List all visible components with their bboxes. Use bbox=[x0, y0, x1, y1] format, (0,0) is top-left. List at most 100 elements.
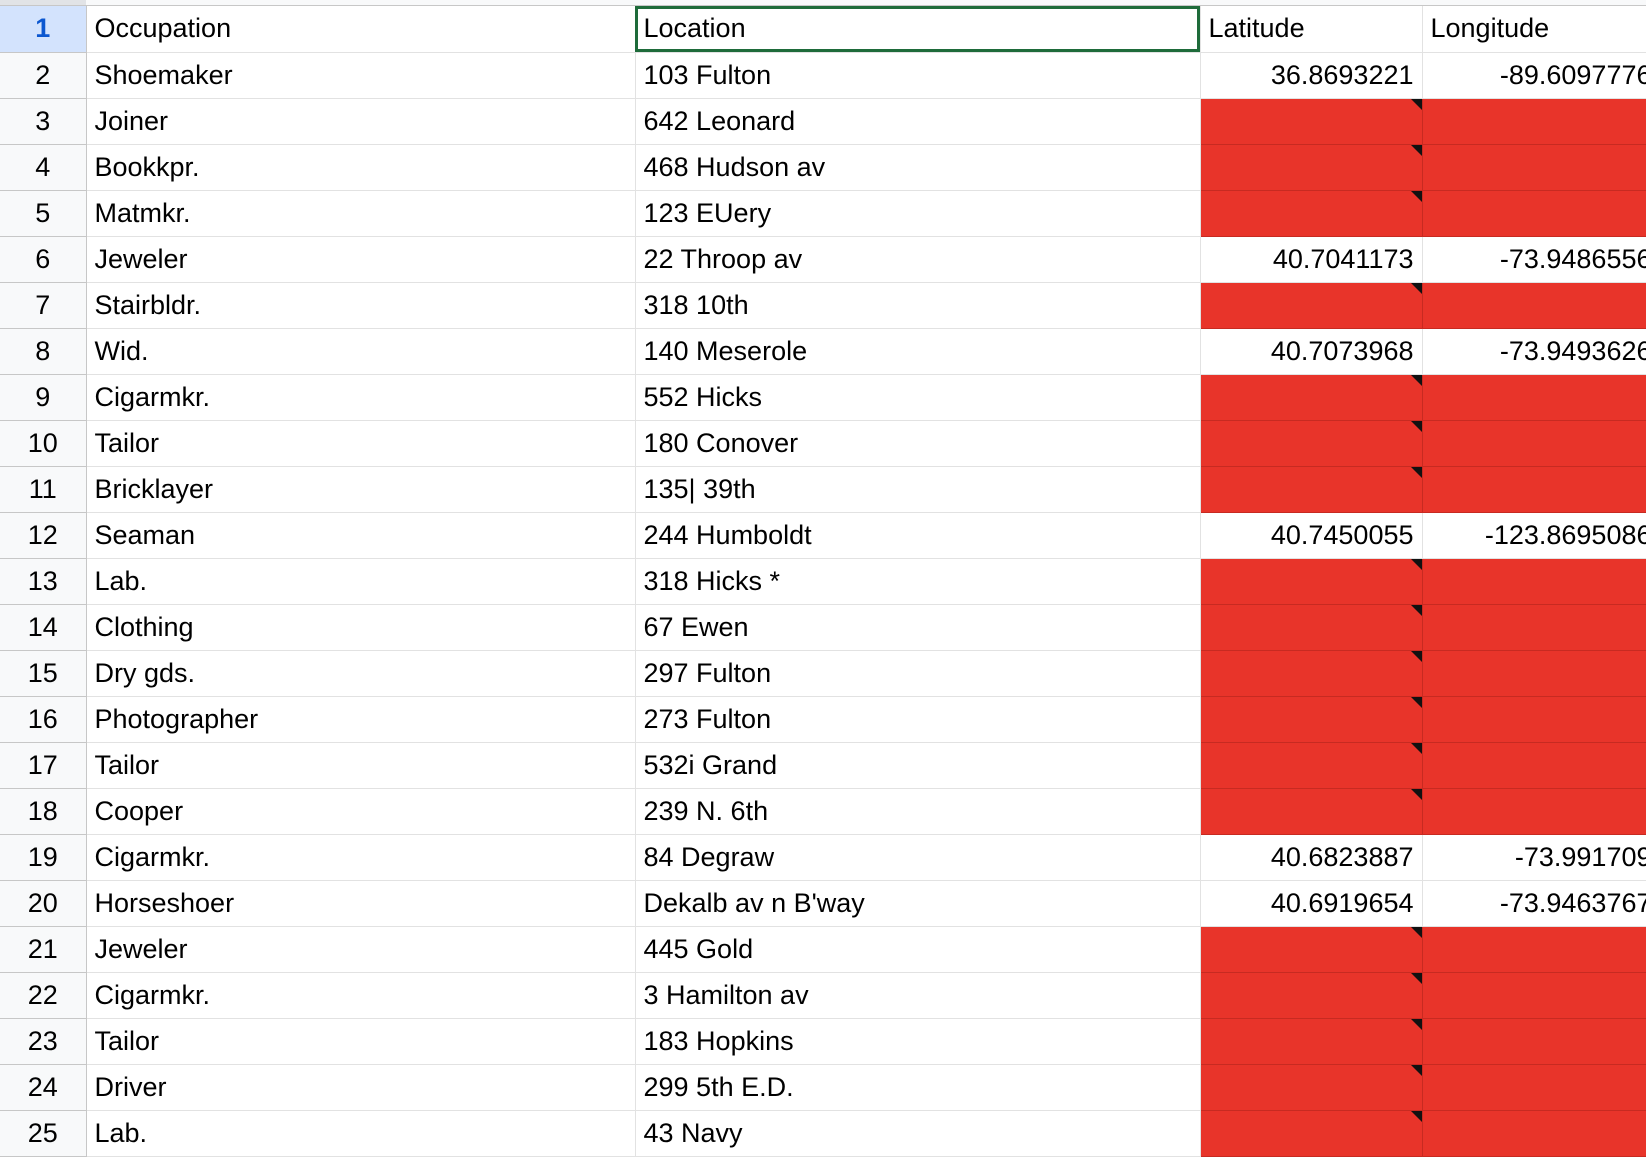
error-indicator-icon[interactable] bbox=[1410, 144, 1421, 156]
cell-latitude-error[interactable] bbox=[1200, 466, 1423, 513]
cell-longitude-error[interactable] bbox=[1422, 604, 1646, 651]
cell-latitude[interactable]: 36.8693221 bbox=[1200, 52, 1423, 99]
cell-longitude[interactable]: -73.9463767 bbox=[1422, 880, 1646, 927]
cell-longitude-error[interactable] bbox=[1422, 1110, 1646, 1157]
cell-occupation[interactable]: Stairbldr. bbox=[86, 282, 636, 329]
row-header[interactable]: 4 bbox=[0, 144, 87, 191]
cell-latitude-error[interactable] bbox=[1200, 650, 1423, 697]
cell-occupation[interactable]: Seaman bbox=[86, 512, 636, 559]
cell-occupation[interactable]: Lab. bbox=[86, 1110, 636, 1157]
cell-longitude[interactable]: -73.991709 bbox=[1422, 834, 1646, 881]
cell-location[interactable]: 299 5th E.D. bbox=[635, 1064, 1201, 1111]
cell-longitude-error[interactable] bbox=[1422, 374, 1646, 421]
cell-occupation[interactable]: Dry gds. bbox=[86, 650, 636, 697]
cell-longitude-error[interactable] bbox=[1422, 282, 1646, 329]
cell-latitude-error[interactable] bbox=[1200, 1064, 1423, 1111]
cell-location[interactable]: 445 Gold bbox=[635, 926, 1201, 973]
cell-longitude-error[interactable] bbox=[1422, 466, 1646, 513]
cell-occupation[interactable]: Horseshoer bbox=[86, 880, 636, 927]
row-header[interactable]: 3 bbox=[0, 98, 87, 145]
cell-location[interactable]: 468 Hudson av bbox=[635, 144, 1201, 191]
cell-occupation[interactable]: Photographer bbox=[86, 696, 636, 743]
cell-location[interactable]: 239 N. 6th bbox=[635, 788, 1201, 835]
cell-longitude[interactable]: -73.9493626 bbox=[1422, 328, 1646, 375]
cell-latitude-error[interactable] bbox=[1200, 788, 1423, 835]
cell-occupation[interactable]: Cigarmkr. bbox=[86, 972, 636, 1019]
row-header[interactable]: 8 bbox=[0, 328, 87, 375]
error-indicator-icon[interactable] bbox=[1410, 420, 1421, 432]
error-indicator-icon[interactable] bbox=[1410, 282, 1421, 294]
error-indicator-icon[interactable] bbox=[1410, 466, 1421, 478]
cell-latitude-error[interactable] bbox=[1200, 972, 1423, 1019]
cell-longitude-error[interactable] bbox=[1422, 98, 1646, 145]
cell-occupation[interactable]: Wid. bbox=[86, 328, 636, 375]
cell-latitude-error[interactable] bbox=[1200, 1110, 1423, 1157]
row-header[interactable]: 20 bbox=[0, 880, 87, 927]
error-indicator-icon[interactable] bbox=[1410, 926, 1421, 938]
row-header[interactable]: 17 bbox=[0, 742, 87, 789]
cell-longitude[interactable]: -123.8695086 bbox=[1422, 512, 1646, 559]
cell-latitude-error[interactable] bbox=[1200, 696, 1423, 743]
cell-longitude-error[interactable] bbox=[1422, 742, 1646, 789]
cell-longitude-error[interactable] bbox=[1422, 696, 1646, 743]
row-header[interactable]: 12 bbox=[0, 512, 87, 559]
cell-longitude-error[interactable] bbox=[1422, 650, 1646, 697]
cell-occupation[interactable]: Cooper bbox=[86, 788, 636, 835]
cell-occupation[interactable]: Shoemaker bbox=[86, 52, 636, 99]
error-indicator-icon[interactable] bbox=[1410, 650, 1421, 662]
row-header[interactable]: 23 bbox=[0, 1018, 87, 1065]
cell-location[interactable]: 552 Hicks bbox=[635, 374, 1201, 421]
row-header[interactable]: 9 bbox=[0, 374, 87, 421]
cell-occupation[interactable]: Tailor bbox=[86, 1018, 636, 1065]
cell-location[interactable]: 22 Throop av bbox=[635, 236, 1201, 283]
cell-latitude-error[interactable] bbox=[1200, 420, 1423, 467]
error-indicator-icon[interactable] bbox=[1410, 1018, 1421, 1030]
cell-location[interactable]: 318 10th bbox=[635, 282, 1201, 329]
error-indicator-icon[interactable] bbox=[1410, 558, 1421, 570]
cell-longitude-error[interactable] bbox=[1422, 1064, 1646, 1111]
cell-location[interactable]: 297 Fulton bbox=[635, 650, 1201, 697]
error-indicator-icon[interactable] bbox=[1410, 1064, 1421, 1076]
cell-location[interactable]: 244 Humboldt bbox=[635, 512, 1201, 559]
cell-occupation[interactable]: Tailor bbox=[86, 742, 636, 789]
cell-location[interactable]: 3 Hamilton av bbox=[635, 972, 1201, 1019]
cell-latitude[interactable]: 40.6823887 bbox=[1200, 834, 1423, 881]
cell-location[interactable]: 180 Conover bbox=[635, 420, 1201, 467]
row-header[interactable]: 24 bbox=[0, 1064, 87, 1111]
cell-latitude[interactable]: 40.7073968 bbox=[1200, 328, 1423, 375]
cell-latitude[interactable]: 40.6919654 bbox=[1200, 880, 1423, 927]
row-header[interactable]: 1 bbox=[0, 6, 87, 53]
cell-location[interactable]: 642 Leonard bbox=[635, 98, 1201, 145]
cell-latitude-error[interactable] bbox=[1200, 1018, 1423, 1065]
error-indicator-icon[interactable] bbox=[1410, 1110, 1421, 1122]
cell-latitude[interactable]: Latitude bbox=[1200, 6, 1423, 53]
cell-occupation[interactable]: Lab. bbox=[86, 558, 636, 605]
row-header[interactable]: 22 bbox=[0, 972, 87, 1019]
row-header[interactable]: 13 bbox=[0, 558, 87, 605]
cell-occupation[interactable]: Bookkpr. bbox=[86, 144, 636, 191]
row-header[interactable]: 16 bbox=[0, 696, 87, 743]
cell-longitude-error[interactable] bbox=[1422, 190, 1646, 237]
row-header[interactable]: 19 bbox=[0, 834, 87, 881]
cell-occupation[interactable]: Clothing bbox=[86, 604, 636, 651]
cell-latitude-error[interactable] bbox=[1200, 190, 1423, 237]
cell-location[interactable]: 43 Navy bbox=[635, 1110, 1201, 1157]
row-header[interactable]: 15 bbox=[0, 650, 87, 697]
row-header[interactable]: 6 bbox=[0, 236, 87, 283]
error-indicator-icon[interactable] bbox=[1410, 788, 1421, 800]
error-indicator-icon[interactable] bbox=[1410, 374, 1421, 386]
cell-location[interactable]: 84 Degraw bbox=[635, 834, 1201, 881]
cell-latitude-error[interactable] bbox=[1200, 144, 1423, 191]
cell-occupation[interactable]: Bricklayer bbox=[86, 466, 636, 513]
cell-occupation[interactable]: Cigarmkr. bbox=[86, 834, 636, 881]
cell-occupation[interactable]: Joiner bbox=[86, 98, 636, 145]
cell-longitude[interactable]: -89.6097776 bbox=[1422, 52, 1646, 99]
cell-latitude-error[interactable] bbox=[1200, 282, 1423, 329]
cell-longitude[interactable]: -73.9486556 bbox=[1422, 236, 1646, 283]
error-indicator-icon[interactable] bbox=[1410, 604, 1421, 616]
cell-latitude-error[interactable] bbox=[1200, 374, 1423, 421]
active-cell-location[interactable]: Location bbox=[635, 6, 1201, 53]
error-indicator-icon[interactable] bbox=[1410, 972, 1421, 984]
cell-latitude[interactable]: 40.7041173 bbox=[1200, 236, 1423, 283]
cell-location[interactable]: 123 EUery bbox=[635, 190, 1201, 237]
